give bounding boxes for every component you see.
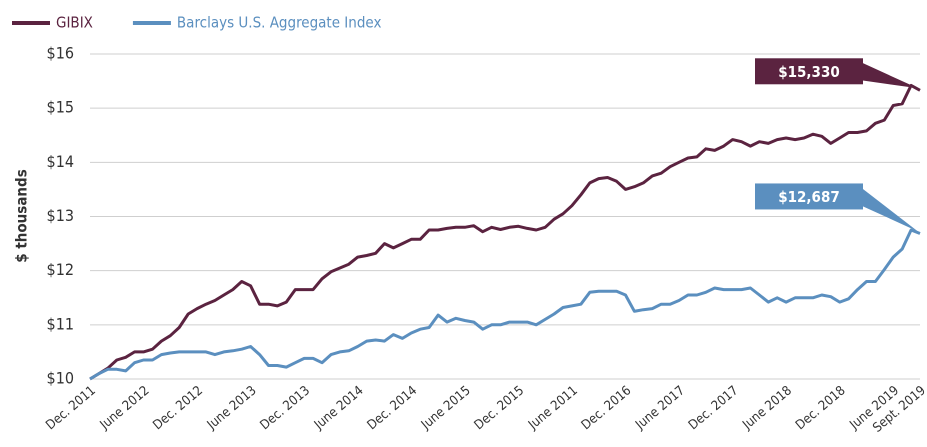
x-tick-label: Dec. 2018 [793,383,848,433]
x-tick-label: Dec. 2012 [150,383,205,433]
callout-box [755,183,863,210]
callout-pointer [861,187,918,232]
legend-label: GIBIX [56,14,93,32]
y-tick-label: $16 [47,44,74,63]
y-tick-label: $15 [47,98,74,117]
series-line [89,83,921,381]
x-tick-label: June 2018 [739,383,795,433]
y-tick-label: $14 [47,152,74,171]
data-label: $12,687 [778,188,839,206]
y-axis-label: $ thousands [13,169,31,262]
callout-pointer [861,62,918,89]
x-tick-label: June 2013 [204,383,260,433]
callout-box [755,58,863,85]
x-tick-label: Dec. 2017 [686,383,741,433]
y-tick-label: $11 [47,314,74,333]
y-tick-label: $10 [47,369,74,388]
x-tick-label: June 2017 [632,383,688,433]
series-line [89,228,921,381]
x-tick-label: Dec. 2014 [365,383,420,433]
x-tick-label: June 2014 [311,383,367,433]
x-tick-label: Dec. 2016 [579,383,634,433]
x-tick-label: June 2012 [97,383,153,433]
y-tick-label: $12 [47,260,74,279]
data-label: $15,330 [778,63,839,81]
x-tick-label: Dec. 2013 [258,383,313,433]
x-tick-label: June 2015 [418,383,474,433]
y-tick-label: $13 [47,206,74,225]
legend-label: Barclays U.S. Aggregate Index [177,14,382,32]
x-tick-label: Dec. 2015 [472,383,527,433]
x-tick-label: Dec. 2011 [43,383,98,433]
x-tick-label: June 2011 [525,383,581,433]
